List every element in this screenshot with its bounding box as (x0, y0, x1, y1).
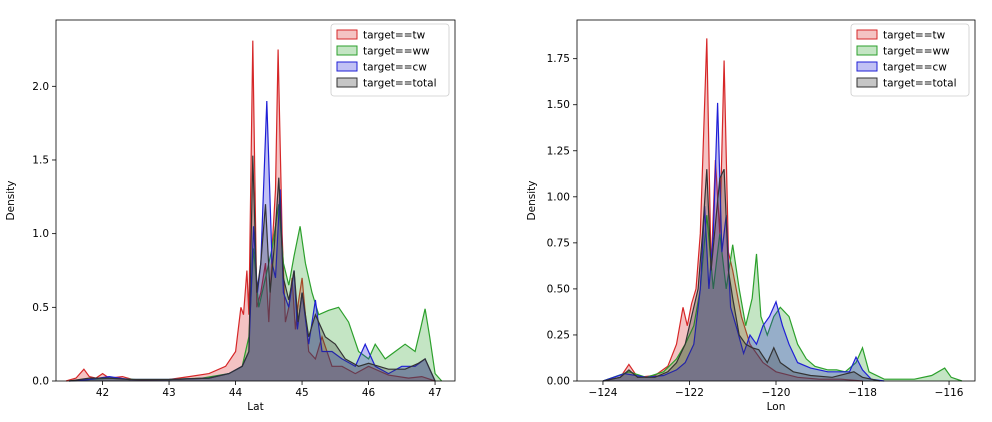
y-tick-label: 0.0 (32, 376, 49, 388)
x-tick-label: −118 (848, 387, 877, 399)
y-tick-label: 0.75 (547, 237, 570, 249)
x-tick-label: 47 (428, 387, 441, 399)
y-tick-label: 0.5 (32, 302, 49, 314)
y-tick-label: 0.50 (547, 283, 570, 295)
legend-swatch-target-ww (856, 45, 878, 56)
area-target-total (69, 155, 436, 381)
legend-label-target-ww: target==ww (363, 46, 430, 58)
x-tick-label: −122 (675, 387, 704, 399)
y-tick-label: 1.25 (547, 145, 570, 157)
legend-label-target-tw: target==tw (363, 30, 426, 42)
line-target-tw (65, 40, 436, 382)
y-tick-label: 1.5 (32, 154, 49, 166)
legend-swatch-target-total (336, 77, 358, 88)
x-tick-label: 45 (295, 387, 308, 399)
area-target-tw (603, 38, 863, 382)
legend-box (850, 23, 970, 97)
y-tick-label: 1.0 (32, 228, 49, 240)
x-tick-label: 44 (229, 387, 243, 399)
line-target-total (602, 168, 880, 382)
y-tick-label: 0.25 (547, 329, 570, 341)
lat-density-plot: 42 43 44 45 46 47 0.0 0.5 1.0 1.5 2.0 Lat Density tar… (5, 19, 456, 413)
legend-swatch-target-tw (856, 29, 878, 40)
y-axis-label: Density (5, 181, 17, 221)
legend-swatch-target-ww (336, 45, 358, 56)
x-tick-label: −124 (589, 387, 618, 399)
y-tick-label: 0.00 (547, 376, 570, 388)
legend-swatch-target-total (856, 77, 878, 88)
legend-label-target-cw: target==cw (883, 62, 947, 74)
y-tick-label: 1.00 (547, 191, 570, 203)
x-tick-label: 42 (96, 387, 109, 399)
x-tick-label: 43 (162, 387, 175, 399)
legend-label-target-total: target==total (883, 78, 957, 90)
legend-swatch-target-cw (856, 61, 878, 72)
area-target-ww (69, 204, 442, 381)
legend-box (330, 23, 450, 97)
legend-label-target-total: target==total (363, 78, 437, 90)
x-axis-label: Lat (247, 401, 263, 413)
legend-label-target-tw: target==tw (883, 30, 946, 42)
area-target-cw (69, 101, 436, 381)
legend-swatch-target-tw (336, 29, 358, 40)
x-tick-label: 46 (362, 387, 376, 399)
y-tick-label: 1.50 (547, 99, 570, 111)
y-tick-label: 1.75 (547, 53, 570, 65)
y-axis-label: Density (526, 181, 538, 221)
x-tick-label: −120 (762, 387, 791, 399)
area-target-ww (603, 215, 962, 381)
lon-density-plot: −124 −122 −120 −118 −116 0.00 0.25 0.50 0.75 1.00… (526, 19, 976, 413)
legend-swatch-target-cw (336, 61, 358, 72)
line-target-cw (602, 102, 885, 382)
legend-label-target-cw: target==cw (363, 62, 427, 74)
x-tick-label: −116 (935, 387, 964, 399)
area-target-total (603, 169, 880, 381)
legend-label-target-ww: target==ww (883, 46, 950, 58)
x-axis-label: Lon (767, 401, 786, 413)
y-tick-label: 2.0 (32, 81, 49, 93)
line-target-total (69, 155, 436, 382)
line-target-ww (602, 215, 963, 382)
axes-frame (55, 19, 456, 382)
